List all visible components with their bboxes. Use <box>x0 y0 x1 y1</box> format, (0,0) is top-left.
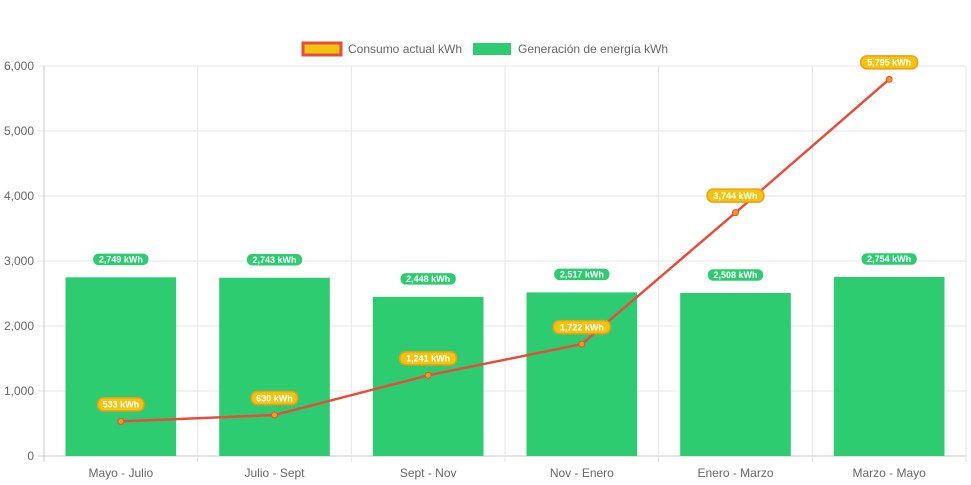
bar[interactable] <box>65 277 177 456</box>
bar-data-label-text: 2,749 kWh <box>99 255 143 265</box>
bar-data-label-bg <box>245 252 304 267</box>
line-data-label-bg <box>96 397 145 412</box>
bar-data-label: 2,508 kWh <box>706 267 765 283</box>
line-data-label-bg <box>250 390 299 406</box>
line-point[interactable] <box>732 209 739 217</box>
y-tick-label: 6,000 <box>4 59 34 73</box>
legend-label-consumo: Consumo actual kWh <box>348 42 462 56</box>
x-tick-label: Enero - Marzo <box>697 466 773 480</box>
bar-data-label: 2,749 kWh <box>91 252 150 267</box>
grid-layer <box>38 65 967 462</box>
bar[interactable] <box>526 292 638 456</box>
y-tick-label: 1,000 <box>4 384 34 398</box>
y-tick-label: 2,000 <box>4 319 34 333</box>
y-tick-label: 3,000 <box>4 254 34 268</box>
line-data-label-bg <box>706 188 765 203</box>
data-label-layer: 2,749 kWh 2,743 kWh 2,448 kWh 2,517 kWh 2,50… <box>91 55 919 412</box>
line-point[interactable] <box>271 411 278 419</box>
legend-item-generacion[interactable]: Generación de energía kWh <box>473 42 668 56</box>
bar-data-label: 2,743 kWh <box>245 252 304 267</box>
line-data-label-text: 630 kWh <box>256 393 293 403</box>
bar-data-label-text: 2,517 kWh <box>560 270 604 280</box>
line-data-label-text: 533 kWh <box>103 400 140 410</box>
bar-layer <box>65 276 945 456</box>
x-tick-label: Julio - Sept <box>244 466 305 480</box>
line-data-label: 3,744 kWh <box>706 188 765 203</box>
x-tick-label: Nov - Enero <box>550 466 614 480</box>
bar-data-label-bg <box>552 267 611 282</box>
bar-data-label-text: 2,448 kWh <box>406 274 450 284</box>
line-point[interactable] <box>578 340 586 348</box>
line-data-label-bg <box>860 55 919 70</box>
bar[interactable] <box>680 292 791 456</box>
line-data-label-bg <box>399 351 458 366</box>
legend[interactable]: Consumo actual kWh Generación de energía… <box>301 41 668 57</box>
line-data-label: 533 kWh <box>96 397 145 412</box>
legend-item-consumo[interactable]: Consumo actual kWh <box>301 41 462 57</box>
legend-swatch-consumo <box>301 41 343 57</box>
bar-data-label-bg <box>91 252 150 267</box>
line-point[interactable] <box>117 417 125 425</box>
y-tick-label: 5,000 <box>4 124 34 138</box>
bar[interactable] <box>833 276 945 456</box>
legend-swatch-generacion <box>473 43 511 55</box>
bar-data-label: 2,754 kWh <box>860 251 919 267</box>
bar-data-label-text: 2,743 kWh <box>252 255 296 265</box>
y-tick-label: 0 <box>27 449 34 463</box>
line-data-label-text: 1,241 kWh <box>406 354 450 364</box>
legend-label-generacion: Generación de energía kWh <box>518 42 668 56</box>
x-tick-label: Sept - Nov <box>400 466 457 480</box>
bar[interactable] <box>219 277 330 456</box>
bar-data-label-bg <box>706 267 765 283</box>
line-data-label: 1,241 kWh <box>399 351 458 366</box>
line-point[interactable] <box>885 75 893 83</box>
line-data-label-bg <box>552 319 611 335</box>
line-data-label: 5,795 kWh <box>860 55 919 70</box>
y-tick-label: 4,000 <box>4 189 34 203</box>
bar-data-label-text: 2,508 kWh <box>713 270 757 280</box>
line-data-label: 1,722 kWh <box>552 319 611 335</box>
line-data-label-text: 3,744 kWh <box>713 191 757 201</box>
bar-data-label: 2,517 kWh <box>552 267 611 282</box>
bar-data-label-bg <box>399 271 458 287</box>
line-point[interactable] <box>424 371 432 379</box>
x-tick-label: Mayo - Julio <box>88 466 153 480</box>
line-data-label: 630 kWh <box>250 390 299 406</box>
line-data-label-text: 5,795 kWh <box>867 58 911 68</box>
bar-data-label-bg <box>860 251 919 267</box>
line-data-label-text: 1,722 kWh <box>560 322 604 332</box>
bar-data-label-text: 2,754 kWh <box>867 254 911 264</box>
bar-data-label: 2,448 kWh <box>399 271 458 287</box>
axis-layer: 0 1,000 2,000 3,000 4,000 5,000 6,000 Mayo - Ju… <box>4 59 926 480</box>
x-tick-label: Marzo - Mayo <box>852 466 926 480</box>
